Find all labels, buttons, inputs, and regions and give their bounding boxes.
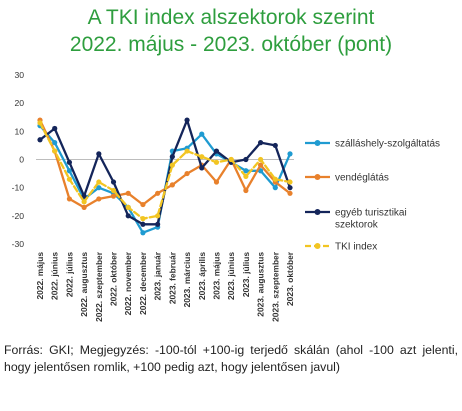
data-point bbox=[169, 154, 175, 160]
y-tick-label: 10 bbox=[14, 126, 24, 136]
data-point bbox=[96, 179, 102, 185]
data-point bbox=[140, 201, 146, 208]
data-point bbox=[213, 148, 220, 154]
legend-label: TKI index bbox=[335, 242, 377, 253]
data-point bbox=[243, 173, 249, 179]
data-point bbox=[110, 193, 117, 199]
data-point bbox=[140, 221, 146, 227]
data-point bbox=[287, 185, 293, 191]
data-point bbox=[169, 162, 175, 168]
x-tick-label: 2022. június bbox=[50, 252, 60, 300]
series-line bbox=[38, 121, 292, 220]
data-point bbox=[199, 154, 205, 160]
data-point bbox=[66, 176, 73, 182]
footnote: Forrás: GKI; Megjegyzés: -100-tól +100-i… bbox=[4, 343, 458, 374]
y-tick-label: -20 bbox=[12, 211, 25, 221]
data-point bbox=[110, 179, 117, 185]
data-point bbox=[243, 168, 249, 174]
legend-label: szálláshely-szolgáltatás bbox=[335, 139, 440, 150]
data-point bbox=[110, 187, 117, 194]
x-tick-label: 2022. november bbox=[123, 251, 133, 315]
data-point bbox=[155, 221, 161, 227]
data-point bbox=[81, 199, 87, 205]
data-point bbox=[96, 151, 102, 157]
y-tick-label: 30 bbox=[14, 70, 24, 80]
data-point bbox=[213, 159, 220, 165]
data-point bbox=[52, 125, 58, 132]
data-point bbox=[66, 159, 73, 165]
legend-label: egyéb turisztikai bbox=[335, 208, 407, 219]
data-point bbox=[213, 179, 220, 185]
data-point bbox=[243, 156, 249, 163]
data-point bbox=[155, 190, 161, 196]
y-tick-label: 0 bbox=[19, 155, 24, 165]
legend-swatch-marker bbox=[314, 174, 321, 180]
data-point bbox=[287, 179, 293, 185]
data-point bbox=[184, 117, 190, 123]
data-point bbox=[257, 156, 264, 163]
data-point bbox=[257, 162, 264, 168]
data-point bbox=[140, 216, 146, 222]
legend-swatch-marker bbox=[314, 140, 321, 146]
series-line bbox=[38, 118, 292, 226]
chart-title: A TKI index alszektorok szerint bbox=[87, 6, 375, 29]
data-point bbox=[272, 142, 278, 149]
x-tick-label: 2022. október bbox=[109, 251, 119, 306]
x-tick-label: 2023. március bbox=[182, 252, 192, 308]
legend-label: vendéglátás bbox=[335, 173, 389, 184]
line-chart: 30 20 10 0 -10 -20 -30 2022. május 2022. június 2… bbox=[12, 70, 440, 322]
data-point bbox=[272, 176, 278, 182]
data-point bbox=[125, 213, 131, 219]
data-point bbox=[125, 204, 131, 210]
x-tick-label: 2022. december bbox=[138, 251, 148, 315]
data-point bbox=[37, 137, 43, 143]
data-point bbox=[81, 193, 87, 199]
data-point bbox=[287, 151, 293, 157]
data-point bbox=[199, 165, 205, 171]
x-tick-label: 2023. május bbox=[211, 252, 221, 300]
data-point bbox=[169, 182, 175, 188]
x-tick-label: 2023. július bbox=[241, 252, 251, 297]
data-point bbox=[37, 120, 43, 126]
data-point bbox=[184, 148, 190, 154]
x-tick-label: 2022. augusztus bbox=[79, 252, 89, 317]
chart-subtitle: 2022. május - 2023. október (pont) bbox=[69, 33, 393, 56]
data-point bbox=[66, 168, 73, 174]
x-tick-label: 2023. október bbox=[285, 251, 295, 306]
data-point bbox=[140, 230, 146, 236]
data-point bbox=[272, 185, 278, 191]
y-tick-label: -30 bbox=[12, 239, 25, 249]
data-point bbox=[66, 196, 73, 202]
data-point bbox=[243, 187, 249, 194]
data-point bbox=[52, 140, 58, 146]
data-point bbox=[155, 213, 161, 219]
data-point bbox=[96, 196, 102, 202]
data-point bbox=[125, 190, 131, 196]
x-tick-label: 2023. február bbox=[167, 251, 177, 304]
x-tick-label: 2023. június bbox=[226, 252, 236, 300]
x-tick-label: 2022. július bbox=[64, 252, 74, 297]
x-tick-label: 2023. augusztus bbox=[256, 252, 266, 317]
x-tick-label: 2023. április bbox=[197, 252, 207, 300]
data-point bbox=[81, 204, 87, 210]
data-point bbox=[199, 131, 205, 137]
legend-label: szektorok bbox=[335, 220, 379, 231]
data-point bbox=[287, 190, 293, 196]
x-tick-label: 2022. szeptember bbox=[94, 251, 104, 322]
data-point bbox=[257, 140, 264, 146]
x-tick-label: 2023. szeptember bbox=[270, 251, 280, 322]
y-tick-label: 20 bbox=[14, 98, 24, 108]
x-tick-label: 2023. január bbox=[153, 251, 163, 300]
legend-swatch-marker bbox=[314, 243, 321, 249]
y-tick-label: -10 bbox=[12, 183, 25, 193]
data-point bbox=[228, 156, 234, 163]
legend-swatch-marker bbox=[314, 209, 321, 215]
data-point bbox=[96, 185, 102, 191]
data-point bbox=[52, 148, 58, 154]
x-tick-label: 2022. május bbox=[35, 252, 45, 300]
data-point bbox=[184, 170, 190, 177]
